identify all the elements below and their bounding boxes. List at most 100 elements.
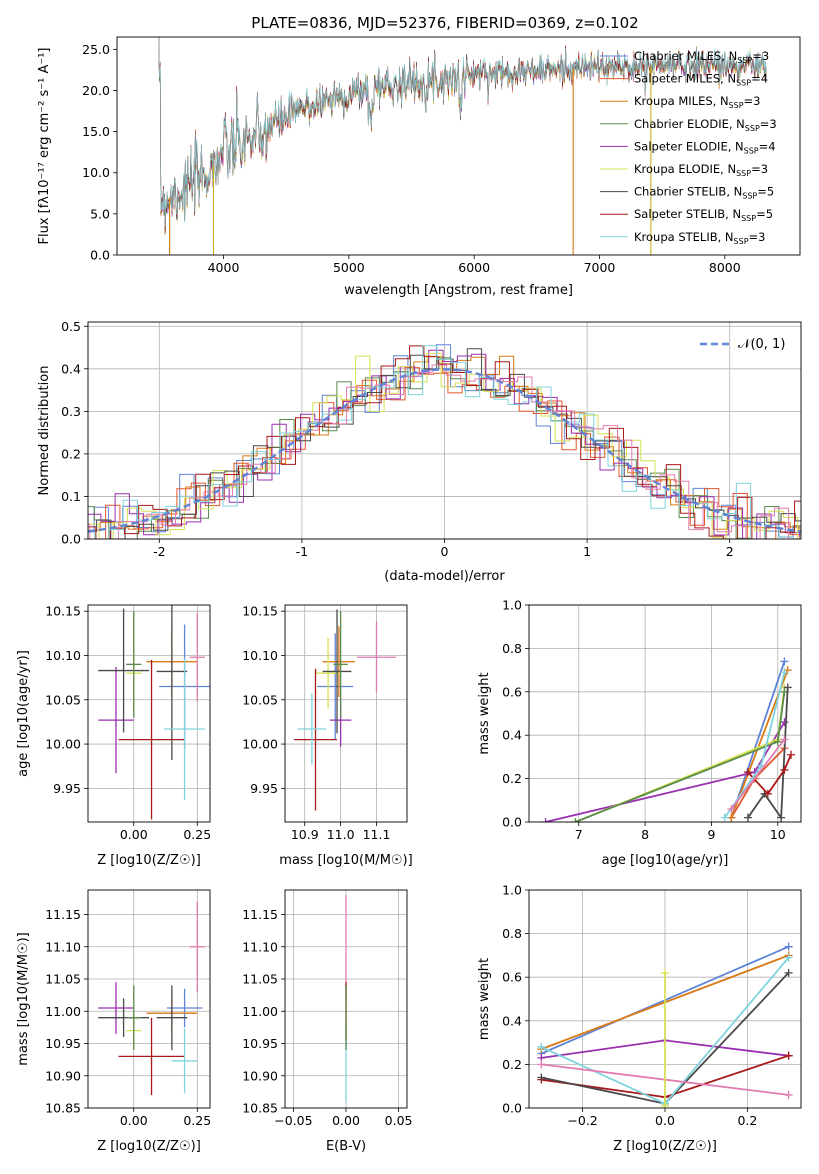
age-vs-Z-axes: 0.00 0.25 9.95 10.00 10.05 10.10 10.15 Z [log10… bbox=[16, 604, 211, 868]
x-axis-label: age [log10(age/yr)] bbox=[602, 853, 729, 868]
weight-marker bbox=[537, 1073, 546, 1082]
axes-frame bbox=[116, 36, 801, 256]
legend-label: Kroupa MILES, NSSP=3 bbox=[634, 94, 760, 110]
y-tick-label: 0.0 bbox=[61, 532, 81, 547]
legend-label: 𝒩(0, 1) bbox=[738, 337, 785, 352]
y-tick-label: 10.0 bbox=[82, 165, 110, 180]
y-tick-label: 9.95 bbox=[250, 781, 278, 796]
y-tick-label: 10.00 bbox=[242, 737, 278, 752]
weight-marker bbox=[720, 813, 729, 822]
y-tick-label: 0.3 bbox=[61, 404, 81, 419]
axes-frame bbox=[528, 604, 802, 823]
histogram-series bbox=[88, 364, 801, 539]
x-tick-label: 0.0 bbox=[655, 1113, 675, 1128]
spectrum-lines bbox=[158, 37, 767, 255]
weight-marker bbox=[763, 789, 772, 798]
y-tick-label: 10.95 bbox=[45, 1036, 81, 1051]
weight-series bbox=[730, 661, 786, 818]
x-axis-label: E(B-V) bbox=[326, 1139, 366, 1154]
axes-frame bbox=[87, 604, 211, 823]
y-tick-label: 11.10 bbox=[242, 939, 278, 954]
weight-series bbox=[747, 754, 792, 796]
x-tick-label: 6000 bbox=[458, 260, 490, 275]
x-axis-label: Z [log10(Z/Z☉)] bbox=[97, 853, 201, 868]
weight-lines bbox=[541, 657, 796, 822]
y-tick-label: 0.2 bbox=[61, 446, 81, 461]
legend-label: Salpeter ELODIE, NSSP=4 bbox=[634, 139, 776, 155]
y-tick-label: 10.15 bbox=[45, 604, 81, 619]
weight-marker bbox=[661, 968, 669, 977]
weight-marker bbox=[784, 1090, 793, 1099]
y-tick-label: 0.0 bbox=[502, 1101, 522, 1116]
legend-label: Kroupa ELODIE, NSSP=3 bbox=[634, 162, 768, 178]
weight-series bbox=[730, 738, 786, 810]
x-axis-label: mass [log10(M/M☉)] bbox=[279, 853, 412, 868]
weight-marker bbox=[783, 683, 792, 692]
y-tick-label: 10.10 bbox=[45, 648, 81, 663]
y-axis-label: Normed distribution bbox=[37, 366, 52, 496]
x-tick-label: 10.9 bbox=[291, 827, 319, 842]
legend-label: Chabrier MILES, NSSP=3 bbox=[634, 49, 769, 65]
y-tick-label: 1.0 bbox=[502, 883, 522, 898]
weight-marker bbox=[537, 1042, 546, 1051]
x-tick-label: −0.2 bbox=[567, 1113, 597, 1128]
x-axis-label: (data-model)/error bbox=[384, 569, 505, 584]
mass-vs-EBV-axes: −0.05 0.00 0.05 10.85 10.90 10.95 11.00 11.05 11… bbox=[242, 889, 413, 1154]
y-axis-label: Flux [fλ10⁻¹⁷ erg cm⁻² s⁻¹ A⁻¹] bbox=[37, 48, 52, 245]
y-tick-label: 25.0 bbox=[82, 42, 110, 57]
y-tick-label: 11.05 bbox=[242, 972, 278, 987]
weight-marker bbox=[780, 657, 789, 666]
y-axis-label: mass weight bbox=[477, 958, 492, 1040]
histogram-axes: -2 -1 0 1 2 0.0 0.1 0.2 0.3 0.4 0.5 𝒩(0, 1) (data-mo… bbox=[37, 319, 802, 584]
y-tick-label: 0.4 bbox=[502, 1013, 522, 1028]
legend-label: Chabrier STELIB, NSSP=5 bbox=[634, 185, 774, 201]
x-tick-label: 4000 bbox=[208, 260, 240, 275]
y-tick-label: 10.05 bbox=[45, 692, 81, 707]
legend-label: Chabrier ELODIE, NSSP=3 bbox=[634, 117, 777, 133]
x-tick-label: 10 bbox=[770, 827, 786, 842]
x-axis-label: Z [log10(Z/Z☉)] bbox=[613, 1139, 717, 1154]
mass-weight-vs-age-axes: 7 8 9 10 0.0 0.2 0.4 0.6 0.8 1.0 age [log10(age/yr… bbox=[477, 598, 802, 868]
y-tick-label: 15.0 bbox=[82, 124, 110, 139]
x-tick-label: 8000 bbox=[709, 260, 741, 275]
y-tick-label: 20.0 bbox=[82, 83, 110, 98]
spectrum-series bbox=[158, 37, 767, 228]
x-tick-label: 0.00 bbox=[120, 827, 148, 842]
legend-label: Kroupa STELIB, NSSP=3 bbox=[634, 230, 765, 246]
weight-marker bbox=[743, 813, 752, 822]
weight-marker bbox=[787, 750, 796, 759]
x-tick-label: 8 bbox=[641, 827, 649, 842]
error-bars bbox=[98, 901, 205, 1096]
y-tick-label: 0.2 bbox=[502, 1057, 522, 1072]
y-tick-label: 11.15 bbox=[242, 907, 278, 922]
weight-lines bbox=[537, 942, 793, 1108]
x-tick-label: 0.05 bbox=[385, 1113, 413, 1128]
weight-marker bbox=[537, 1060, 546, 1069]
weight-marker bbox=[571, 818, 580, 822]
weight-marker bbox=[784, 1051, 793, 1060]
y-tick-label: 10.05 bbox=[242, 692, 278, 707]
figure-title: PLATE=0836, MJD=52376, FIBERID=0369, z=0… bbox=[251, 14, 638, 32]
histogram-series bbox=[88, 345, 801, 539]
weight-marker bbox=[780, 668, 789, 677]
error-bars bbox=[98, 605, 210, 820]
x-tick-label: 11.0 bbox=[327, 827, 355, 842]
y-tick-label: 0.6 bbox=[502, 970, 522, 985]
x-tick-label: 7000 bbox=[584, 260, 616, 275]
y-tick-label: 0.8 bbox=[502, 926, 522, 941]
weight-marker bbox=[541, 818, 550, 822]
y-tick-label: 11.05 bbox=[45, 972, 81, 987]
x-tick-label: −0.05 bbox=[274, 1113, 312, 1128]
y-tick-label: 10.15 bbox=[242, 604, 278, 619]
y-axis-label: mass weight bbox=[477, 672, 492, 754]
weight-marker bbox=[784, 968, 793, 977]
x-tick-label: 0.25 bbox=[183, 827, 211, 842]
weight-marker bbox=[743, 768, 752, 777]
x-tick-label: 5000 bbox=[333, 260, 365, 275]
histogram-series bbox=[88, 357, 801, 539]
mass-vs-Z-axes: 0.00 0.25 10.85 10.90 10.95 11.00 11.05 11.10 11… bbox=[16, 889, 211, 1154]
weight-series bbox=[723, 672, 786, 819]
y-tick-label: 11.00 bbox=[242, 1004, 278, 1019]
axes-frame bbox=[284, 889, 408, 1109]
